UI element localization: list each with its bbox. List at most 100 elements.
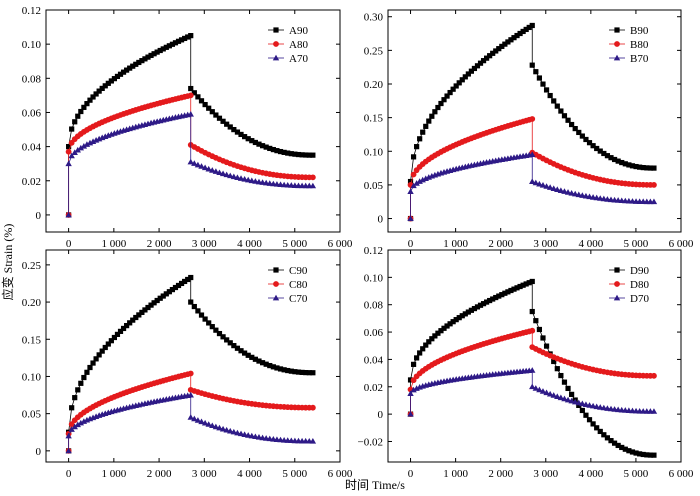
data-point: [543, 343, 550, 349]
series-a80: [65, 92, 316, 218]
data-point: [474, 304, 481, 310]
data-point: [102, 344, 108, 351]
legend-marker: [614, 27, 620, 33]
data-point: [270, 146, 276, 153]
data-point: [505, 39, 511, 45]
data-point: [65, 447, 72, 454]
data-point: [259, 143, 266, 149]
y-tick-label: 0.30: [364, 12, 384, 24]
data-point: [626, 448, 632, 454]
data-point: [626, 162, 632, 168]
y-tick-label: 0: [36, 210, 42, 222]
data-point: [249, 138, 255, 144]
data-point: [216, 169, 223, 176]
data-point: [554, 186, 561, 192]
data-point: [87, 364, 93, 371]
data-point: [647, 452, 653, 458]
data-point: [468, 307, 474, 313]
data-point: [511, 35, 517, 41]
data-point: [230, 428, 238, 435]
x-tick-label: 5 000: [624, 238, 649, 250]
data-point: [114, 331, 121, 337]
data-point: [295, 151, 302, 158]
data-point: [529, 327, 536, 334]
data-point: [441, 325, 447, 331]
data-point: [238, 131, 244, 138]
data-point: [105, 80, 111, 86]
data-point: [166, 43, 172, 49]
data-point: [517, 30, 523, 37]
data-point: [572, 398, 579, 405]
data-point: [120, 325, 127, 332]
data-point: [303, 369, 309, 376]
data-point: [227, 340, 233, 346]
data-point: [471, 305, 478, 312]
data-point: [81, 374, 87, 381]
data-point: [259, 360, 266, 366]
data-point: [532, 179, 540, 186]
data-point: [175, 38, 182, 44]
data-point: [234, 174, 241, 181]
data-point: [554, 393, 561, 399]
x-tick-label: 2 000: [147, 468, 172, 480]
data-point: [78, 380, 84, 386]
data-point: [90, 94, 96, 100]
x-tick-label: 3 000: [192, 468, 217, 480]
data-point: [256, 358, 262, 364]
data-point: [72, 119, 78, 125]
x-tick-label: 1 000: [101, 238, 126, 250]
data-point: [551, 98, 557, 104]
data-point: [285, 150, 291, 156]
data-point: [554, 103, 560, 109]
data-point: [90, 360, 96, 366]
data-point: [303, 152, 309, 158]
data-point: [490, 50, 496, 56]
data-point: [187, 110, 194, 117]
data-point: [213, 112, 219, 118]
data-point: [65, 160, 72, 167]
data-point: [185, 276, 191, 283]
data-point: [187, 92, 194, 99]
data-point: [432, 333, 438, 339]
x-tick-label: 4 000: [578, 468, 603, 480]
data-point: [114, 73, 121, 80]
data-point: [263, 144, 269, 150]
y-tick-label: 0.02: [364, 382, 383, 394]
data-point: [83, 141, 91, 147]
chart-panels: 0 1 000 2 000 3 000 4 000 5 000 6 000 0 0.02 0.04…: [22, 5, 694, 480]
data-point: [633, 163, 639, 170]
data-point: [185, 34, 191, 40]
legend: C90 C80 C70: [268, 265, 308, 305]
legend-marker: [272, 54, 280, 61]
data-point: [212, 423, 220, 430]
data-point: [651, 182, 657, 188]
data-point: [622, 446, 628, 452]
data-point: [306, 370, 312, 376]
data-point: [80, 142, 88, 149]
data-point: [511, 286, 517, 292]
data-point: [444, 323, 450, 329]
data-point: [532, 385, 540, 391]
data-point: [292, 369, 298, 375]
data-point: [231, 343, 237, 349]
data-point: [651, 372, 657, 379]
y-tick-label: 0.06: [22, 107, 42, 119]
data-point: [644, 165, 650, 171]
plot-frame: [387, 9, 682, 233]
data-point: [209, 167, 216, 173]
data-point: [508, 37, 514, 43]
data-point: [93, 91, 99, 97]
data-point: [81, 104, 87, 110]
data-point: [536, 75, 543, 81]
data-point: [191, 303, 197, 310]
data-point: [252, 139, 258, 146]
data-point: [611, 156, 618, 163]
data-point: [529, 278, 535, 285]
data-point: [285, 367, 291, 374]
data-point: [575, 399, 582, 406]
data-point: [450, 86, 456, 92]
data-point: [453, 317, 459, 323]
data-point: [572, 190, 579, 197]
data-point: [194, 417, 202, 423]
data-point: [124, 67, 130, 73]
